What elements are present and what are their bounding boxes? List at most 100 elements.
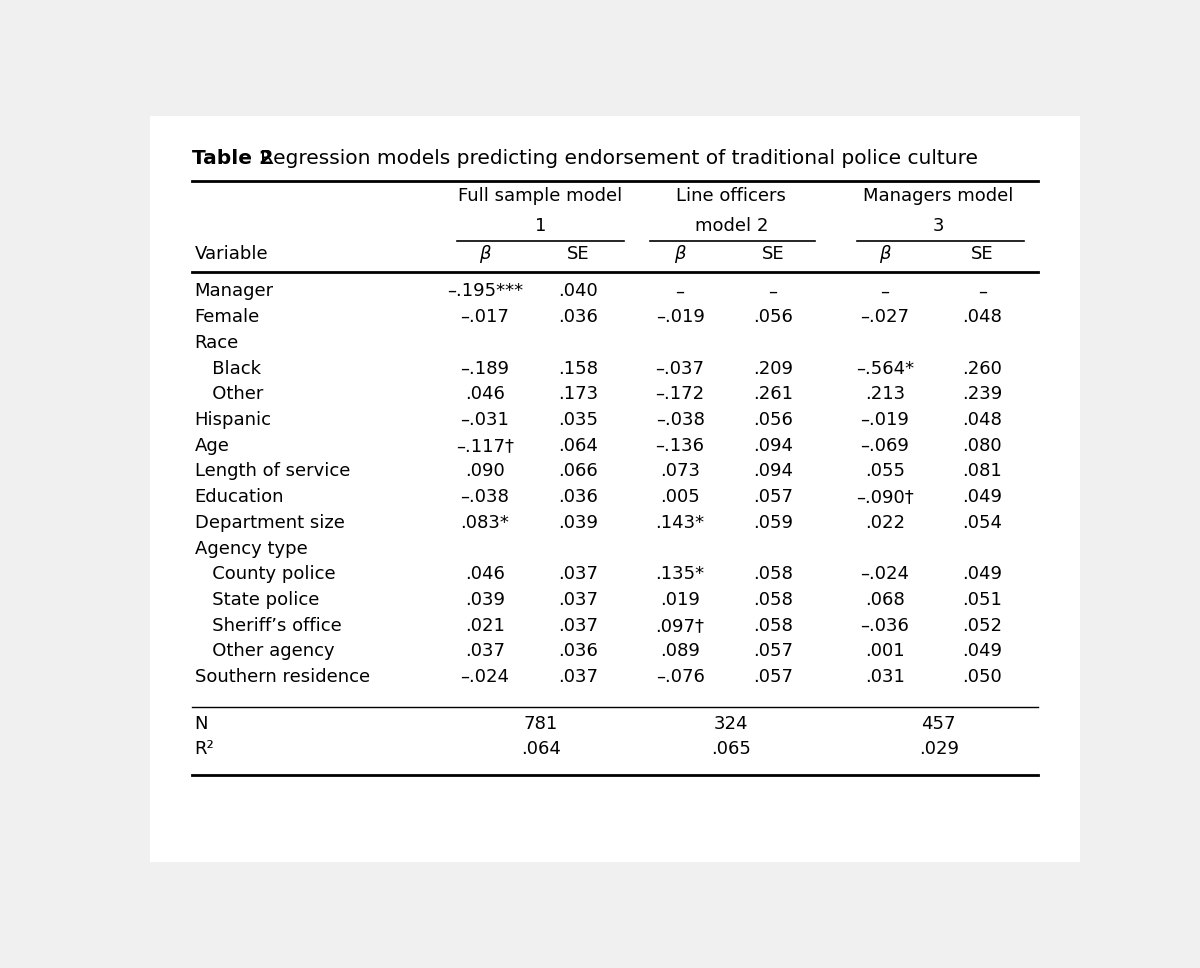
Text: –.076: –.076	[655, 668, 704, 686]
Text: .040: .040	[558, 283, 598, 300]
Text: 324: 324	[714, 714, 749, 733]
Text: Regression models predicting endorsement of traditional police culture: Regression models predicting endorsement…	[259, 149, 978, 168]
Text: Sheriff’s office: Sheriff’s office	[194, 617, 341, 635]
Text: .068: .068	[865, 590, 905, 609]
Text: .056: .056	[754, 411, 793, 429]
Text: –.019: –.019	[655, 308, 704, 326]
Text: Other: Other	[194, 385, 263, 404]
Text: –.017: –.017	[461, 308, 509, 326]
Text: Black: Black	[194, 359, 260, 378]
Text: Length of service: Length of service	[194, 463, 350, 480]
Text: .048: .048	[962, 411, 1002, 429]
Text: β: β	[674, 245, 686, 263]
Text: SE: SE	[971, 245, 994, 263]
Text: .064: .064	[521, 741, 560, 758]
Text: –.136: –.136	[655, 437, 704, 455]
Text: .059: .059	[754, 514, 793, 531]
Text: .058: .058	[754, 590, 793, 609]
Text: .052: .052	[962, 617, 1002, 635]
Text: .066: .066	[558, 463, 598, 480]
Text: .081: .081	[962, 463, 1002, 480]
Text: –: –	[978, 283, 986, 300]
Text: 457: 457	[922, 714, 956, 733]
Text: R²: R²	[194, 741, 215, 758]
Text: .080: .080	[962, 437, 1002, 455]
Text: –.038: –.038	[655, 411, 704, 429]
Text: .037: .037	[558, 668, 598, 686]
Text: .089: .089	[660, 643, 700, 660]
Text: .031: .031	[865, 668, 905, 686]
Text: .046: .046	[464, 385, 505, 404]
Text: –.564*: –.564*	[856, 359, 913, 378]
Text: .022: .022	[865, 514, 905, 531]
Text: .213: .213	[865, 385, 905, 404]
Text: Other agency: Other agency	[194, 643, 335, 660]
Text: .037: .037	[558, 590, 598, 609]
Text: .173: .173	[558, 385, 598, 404]
Text: State police: State police	[194, 590, 319, 609]
Text: .158: .158	[558, 359, 598, 378]
Text: .058: .058	[754, 617, 793, 635]
Text: .090: .090	[464, 463, 505, 480]
Text: 1: 1	[535, 217, 546, 235]
Text: Hispanic: Hispanic	[194, 411, 271, 429]
Text: –.019: –.019	[860, 411, 910, 429]
Text: β: β	[479, 245, 491, 263]
Text: .051: .051	[962, 590, 1002, 609]
Text: .073: .073	[660, 463, 700, 480]
Text: 781: 781	[523, 714, 558, 733]
Text: –.036: –.036	[860, 617, 910, 635]
Text: β: β	[878, 245, 890, 263]
Text: Agency type: Agency type	[194, 539, 307, 558]
Text: .048: .048	[962, 308, 1002, 326]
Text: –.038: –.038	[461, 488, 509, 506]
Text: .097†: .097†	[655, 617, 704, 635]
Text: –.069: –.069	[860, 437, 910, 455]
Text: .046: .046	[464, 565, 505, 584]
Text: Age: Age	[194, 437, 229, 455]
Text: Manager: Manager	[194, 283, 274, 300]
Text: .057: .057	[754, 643, 793, 660]
Text: .135*: .135*	[655, 565, 704, 584]
Text: County police: County police	[194, 565, 335, 584]
Text: Education: Education	[194, 488, 284, 506]
Text: –.031: –.031	[461, 411, 509, 429]
Text: .260: .260	[962, 359, 1002, 378]
Text: –: –	[676, 283, 684, 300]
Text: .058: .058	[754, 565, 793, 584]
Text: –.090†: –.090†	[856, 488, 913, 506]
Text: Race: Race	[194, 334, 239, 351]
Text: Managers model: Managers model	[864, 187, 1014, 205]
Text: .064: .064	[558, 437, 598, 455]
Text: .054: .054	[962, 514, 1002, 531]
Text: .239: .239	[962, 385, 1002, 404]
Text: 3: 3	[932, 217, 944, 235]
Text: .036: .036	[558, 308, 598, 326]
Text: .057: .057	[754, 668, 793, 686]
Text: –.037: –.037	[655, 359, 704, 378]
Text: –.027: –.027	[860, 308, 910, 326]
Text: –: –	[881, 283, 889, 300]
Text: .029: .029	[919, 741, 959, 758]
Text: .039: .039	[558, 514, 598, 531]
Text: Line officers: Line officers	[677, 187, 786, 205]
Text: Female: Female	[194, 308, 260, 326]
Text: .083*: .083*	[461, 514, 509, 531]
Text: .037: .037	[558, 565, 598, 584]
Text: .261: .261	[754, 385, 793, 404]
Text: .001: .001	[865, 643, 905, 660]
Text: model 2: model 2	[695, 217, 768, 235]
Text: N: N	[194, 714, 208, 733]
Text: –.117†: –.117†	[456, 437, 514, 455]
Text: .057: .057	[754, 488, 793, 506]
Text: Southern residence: Southern residence	[194, 668, 370, 686]
Text: .065: .065	[712, 741, 751, 758]
Text: –.172: –.172	[655, 385, 704, 404]
Text: .143*: .143*	[655, 514, 704, 531]
Text: SE: SE	[566, 245, 589, 263]
Text: .035: .035	[558, 411, 598, 429]
Text: .036: .036	[558, 488, 598, 506]
Text: –.024: –.024	[860, 565, 910, 584]
Text: .056: .056	[754, 308, 793, 326]
Text: Full sample model: Full sample model	[458, 187, 623, 205]
